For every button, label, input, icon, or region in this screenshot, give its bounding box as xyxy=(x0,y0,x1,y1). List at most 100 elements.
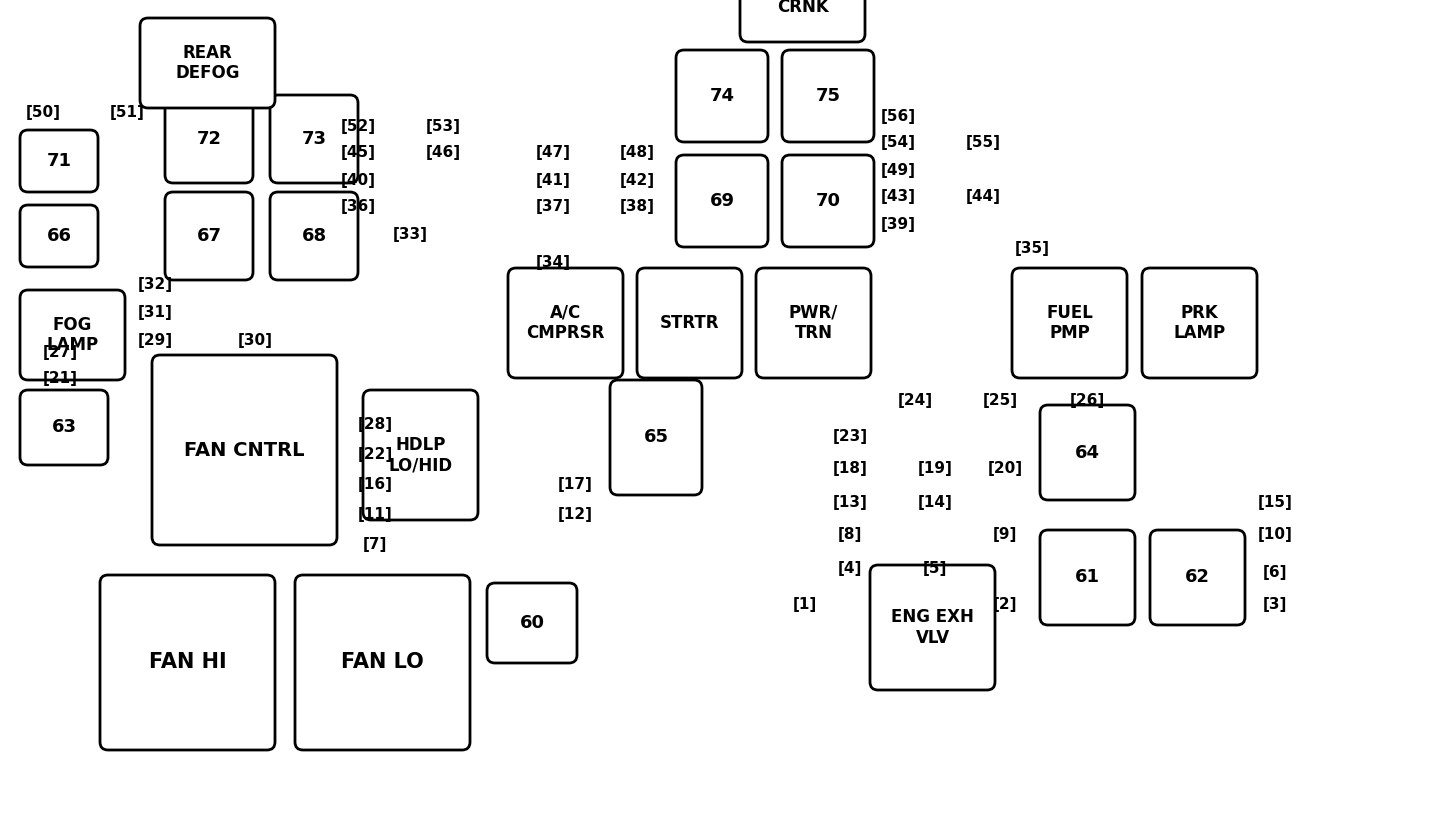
Text: [4]: [4] xyxy=(837,560,863,576)
FancyBboxPatch shape xyxy=(152,355,336,545)
FancyBboxPatch shape xyxy=(781,155,874,247)
Text: PRK
LAMP: PRK LAMP xyxy=(1173,304,1225,342)
FancyBboxPatch shape xyxy=(270,192,358,280)
Text: [6]: [6] xyxy=(1262,564,1288,580)
Text: FAN LO: FAN LO xyxy=(341,653,424,672)
Text: [20]: [20] xyxy=(987,461,1023,477)
Text: [29]: [29] xyxy=(137,333,173,347)
FancyBboxPatch shape xyxy=(870,565,995,690)
FancyBboxPatch shape xyxy=(1012,268,1128,378)
Text: ENG EXH
VLV: ENG EXH VLV xyxy=(892,608,975,647)
FancyBboxPatch shape xyxy=(675,50,768,142)
Text: FAN HI: FAN HI xyxy=(149,653,226,672)
Text: [30]: [30] xyxy=(238,333,272,347)
FancyBboxPatch shape xyxy=(270,95,358,183)
Text: [8]: [8] xyxy=(837,527,863,542)
FancyBboxPatch shape xyxy=(756,268,871,378)
Text: 61: 61 xyxy=(1075,568,1100,586)
Text: [23]: [23] xyxy=(833,428,867,444)
Text: [38]: [38] xyxy=(620,200,654,215)
Text: 69: 69 xyxy=(710,192,734,210)
Text: 74: 74 xyxy=(710,87,734,105)
Text: [15]: [15] xyxy=(1258,495,1292,509)
Text: 65: 65 xyxy=(644,428,668,446)
Text: FUEL
PMP: FUEL PMP xyxy=(1046,304,1093,342)
Text: [11]: [11] xyxy=(358,508,392,523)
Text: [56]: [56] xyxy=(880,108,916,124)
FancyBboxPatch shape xyxy=(781,50,874,142)
Text: 75: 75 xyxy=(816,87,840,105)
Text: REAR
DEFOG: REAR DEFOG xyxy=(175,43,240,83)
Text: [39]: [39] xyxy=(880,218,916,233)
Text: [12]: [12] xyxy=(558,508,592,523)
Text: [54]: [54] xyxy=(880,135,916,151)
Text: [53]: [53] xyxy=(425,119,461,133)
FancyBboxPatch shape xyxy=(165,95,253,183)
FancyBboxPatch shape xyxy=(20,205,97,267)
Text: [40]: [40] xyxy=(341,173,375,188)
FancyBboxPatch shape xyxy=(675,155,768,247)
Text: [47]: [47] xyxy=(535,146,571,161)
Text: [18]: [18] xyxy=(833,461,867,477)
FancyBboxPatch shape xyxy=(140,18,275,108)
FancyBboxPatch shape xyxy=(637,268,743,378)
Text: [28]: [28] xyxy=(358,418,392,432)
Text: [13]: [13] xyxy=(833,495,867,509)
Text: [44]: [44] xyxy=(966,189,1000,205)
Text: [3]: [3] xyxy=(1262,596,1288,612)
Text: [7]: [7] xyxy=(363,537,388,553)
Text: [35]: [35] xyxy=(1015,241,1049,256)
Text: [41]: [41] xyxy=(535,173,571,188)
Text: [17]: [17] xyxy=(558,477,592,492)
Text: [52]: [52] xyxy=(341,119,375,133)
Text: 64: 64 xyxy=(1075,444,1100,461)
FancyBboxPatch shape xyxy=(20,390,107,465)
Text: [42]: [42] xyxy=(620,173,654,188)
Text: [21]: [21] xyxy=(43,370,77,386)
FancyBboxPatch shape xyxy=(1142,268,1256,378)
Text: [51]: [51] xyxy=(110,105,145,120)
Text: 67: 67 xyxy=(196,227,222,245)
Text: [50]: [50] xyxy=(26,105,60,120)
Text: PWR/
TRN: PWR/ TRN xyxy=(788,304,839,342)
Text: [16]: [16] xyxy=(358,477,392,492)
Text: [26]: [26] xyxy=(1069,392,1105,408)
Text: 66: 66 xyxy=(46,227,72,245)
Text: [49]: [49] xyxy=(880,162,916,178)
Text: [14]: [14] xyxy=(917,495,953,509)
FancyBboxPatch shape xyxy=(1040,405,1135,500)
FancyBboxPatch shape xyxy=(20,290,124,380)
FancyBboxPatch shape xyxy=(363,390,478,520)
Text: [31]: [31] xyxy=(137,305,173,319)
Text: [48]: [48] xyxy=(620,146,654,161)
Text: [27]: [27] xyxy=(43,345,77,360)
Text: 73: 73 xyxy=(302,130,326,148)
Text: [36]: [36] xyxy=(341,200,375,215)
Text: STRTR: STRTR xyxy=(660,314,720,332)
Text: 71: 71 xyxy=(46,152,72,170)
Text: RUN/
CRNK: RUN/ CRNK xyxy=(777,0,829,16)
Text: [32]: [32] xyxy=(137,277,173,292)
Text: [55]: [55] xyxy=(966,135,1000,151)
Text: [34]: [34] xyxy=(535,255,571,269)
Text: [9]: [9] xyxy=(993,527,1017,542)
FancyBboxPatch shape xyxy=(1151,530,1245,625)
Text: [33]: [33] xyxy=(392,228,428,242)
Text: [10]: [10] xyxy=(1258,527,1292,542)
Text: A/C
CMPRSR: A/C CMPRSR xyxy=(527,304,605,342)
Text: 72: 72 xyxy=(196,130,222,148)
Text: 63: 63 xyxy=(52,419,76,437)
Text: [24]: [24] xyxy=(897,392,933,408)
Text: HDLP
LO/HID: HDLP LO/HID xyxy=(388,436,452,474)
FancyBboxPatch shape xyxy=(165,192,253,280)
Text: [1]: [1] xyxy=(793,596,817,612)
FancyBboxPatch shape xyxy=(295,575,469,750)
Text: 60: 60 xyxy=(519,614,545,632)
Text: [46]: [46] xyxy=(425,146,461,161)
Text: [5]: [5] xyxy=(923,560,947,576)
Text: [19]: [19] xyxy=(917,461,953,477)
FancyBboxPatch shape xyxy=(20,130,97,192)
Text: [45]: [45] xyxy=(341,146,375,161)
Text: 70: 70 xyxy=(816,192,840,210)
Text: [22]: [22] xyxy=(358,447,392,463)
